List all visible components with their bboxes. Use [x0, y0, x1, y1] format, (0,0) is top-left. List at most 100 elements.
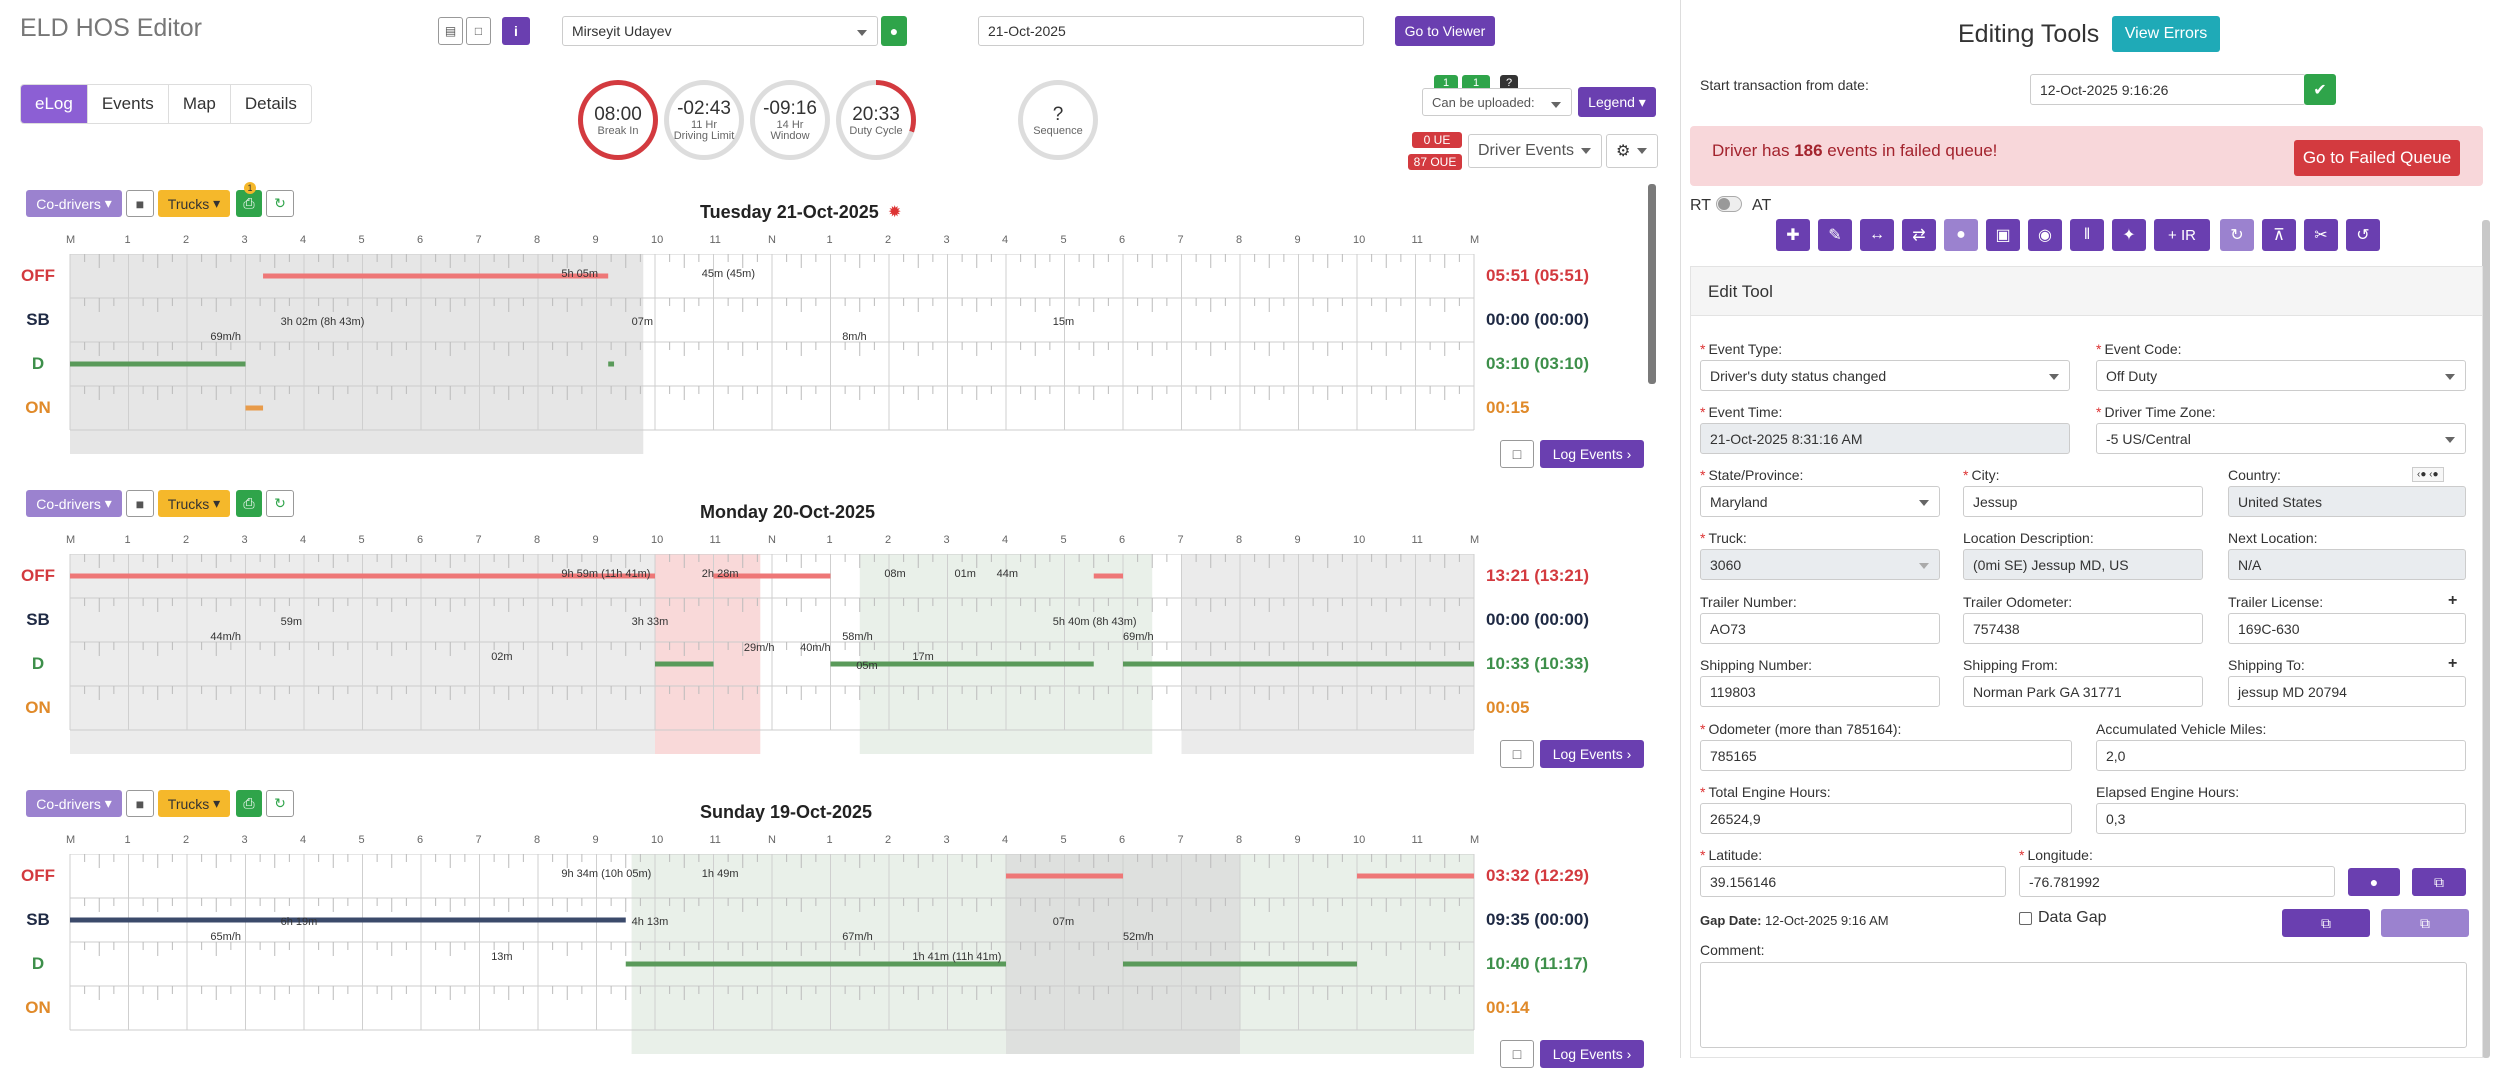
start-date-input[interactable]: 12-Oct-2025 9:16:26	[2030, 74, 2306, 105]
refresh-day-button[interactable]: ↻	[266, 790, 294, 817]
row-total: 13:21 (13:21)	[1486, 566, 1590, 585]
log-events-button[interactable]: Log Events ›	[1540, 440, 1644, 468]
driver-profile-button[interactable]: ●	[881, 16, 907, 46]
driver-select[interactable]: Mirseyit Udayev	[562, 16, 878, 46]
duty-grid[interactable]	[68, 554, 1478, 754]
elapsed-engine-hours-input[interactable]: 0,3	[2096, 803, 2466, 834]
codrivers-button[interactable]: Co-drivers ▾	[26, 190, 122, 217]
add-trailer-icon[interactable]: +	[2448, 592, 2458, 609]
settings-select[interactable]: ⚙	[1606, 134, 1658, 168]
delete-button[interactable]: ▣	[1986, 219, 2020, 251]
event-type-select[interactable]: Driver's duty status changed	[1700, 360, 2070, 391]
trailer-number-input[interactable]: AO73	[1700, 613, 1940, 644]
tab-details[interactable]: Details	[229, 85, 311, 123]
tab-map[interactable]: Map	[167, 85, 230, 123]
history-button[interactable]: ↺	[2346, 219, 2380, 251]
refresh-button[interactable]: ↻	[2220, 219, 2254, 251]
cut-button[interactable]: ✂	[2304, 219, 2338, 251]
codrivers-button[interactable]: Co-drivers ▾	[26, 790, 122, 817]
confirm-start-date-button[interactable]: ✔	[2304, 74, 2336, 105]
legend-button[interactable]: Legend ▾	[1578, 87, 1656, 117]
comment-textarea[interactable]	[1700, 962, 2467, 1048]
odometer-input[interactable]: 785165	[1700, 740, 2072, 771]
event-code-select[interactable]: Off Duty	[2096, 360, 2466, 391]
tab-elog[interactable]: eLog	[21, 85, 87, 123]
accumulated-miles-input[interactable]: 2,0	[2096, 740, 2466, 771]
trailer-odometer-input[interactable]: 757438	[1963, 613, 2203, 644]
duty-grid[interactable]	[68, 854, 1478, 1054]
data-gap-checkbox[interactable]	[2019, 912, 2032, 925]
refresh-day-button[interactable]: ↻	[266, 190, 294, 217]
trucks-button[interactable]: Trucks ▾	[158, 490, 230, 517]
hour-tick-label: 4	[300, 234, 307, 246]
paste-button[interactable]: ⧉	[2381, 909, 2469, 937]
latitude-input[interactable]: 39.156146	[1700, 866, 2006, 897]
shipping-from-input[interactable]: Norman Park GA 31771	[1963, 676, 2203, 707]
location-description-input[interactable]: (0mi SE) Jessup MD, US	[1963, 549, 2203, 580]
print-button[interactable]: ⎙	[236, 490, 262, 517]
truck-icon-button[interactable]: ■	[126, 190, 154, 217]
duty-note: 1h 41m (11h 41m)	[912, 950, 1002, 963]
log-events-button[interactable]: Log Events ›	[1540, 1040, 1644, 1068]
go-to-viewer-button[interactable]: Go to Viewer	[1395, 16, 1495, 46]
trucks-button[interactable]: Trucks ▾	[158, 190, 230, 217]
comment-button[interactable]: □	[1500, 440, 1534, 468]
date-input[interactable]: 21-Oct-2025	[978, 16, 1364, 46]
view-errors-button[interactable]: View Errors	[2112, 16, 2220, 52]
magic-wand-button[interactable]: ✦	[2112, 219, 2146, 251]
group-button[interactable]: ◉	[2028, 219, 2062, 251]
trucks-button[interactable]: Trucks ▾	[158, 790, 230, 817]
location-pin-icons[interactable]: ‹● ‹●	[2412, 467, 2444, 482]
codrivers-button[interactable]: Co-drivers ▾	[26, 490, 122, 517]
odometer-label: * Odometer (more than 785164):	[1700, 721, 1902, 737]
truck-select[interactable]: 3060	[1700, 549, 1940, 580]
refresh-day-button[interactable]: ↻	[266, 490, 294, 517]
gauge-3: 20:33 Duty Cycle	[836, 80, 916, 160]
print-button[interactable]: ⎙	[236, 190, 262, 217]
driver-events-select[interactable]: Driver Events	[1468, 134, 1602, 168]
info-button[interactable]: i	[502, 17, 530, 45]
total-engine-hours-input[interactable]: 26524,9	[1700, 803, 2072, 834]
log-events-button[interactable]: Log Events ›	[1540, 740, 1644, 768]
map-pin-button[interactable]: ●	[2348, 868, 2400, 896]
comment-button[interactable]: □	[1500, 740, 1534, 768]
event-time-input[interactable]: 21-Oct-2025 8:31:16 AM	[1700, 423, 2070, 454]
document-icon[interactable]: ▤	[438, 17, 463, 45]
event-time-label: * Event Time:	[1700, 404, 1783, 420]
user-button[interactable]: ●	[1944, 219, 1978, 251]
longitude-input[interactable]: -76.781992	[2019, 866, 2335, 897]
truck-icon-button[interactable]: ■	[126, 790, 154, 817]
city-input[interactable]: Jessup	[1963, 486, 2203, 517]
state-select[interactable]: Maryland	[1700, 486, 1940, 517]
comment-button[interactable]: □	[1500, 1040, 1534, 1068]
event-code-label: * Event Code:	[2096, 341, 2182, 357]
panel-scrollbar[interactable]	[2482, 220, 2490, 1058]
can-be-uploaded-select[interactable]: Can be uploaded:	[1422, 88, 1572, 116]
trailer-license-input[interactable]: 169C-630	[2228, 613, 2466, 644]
row-label-on: ON	[25, 698, 51, 717]
timeline-scrollbar[interactable]	[1648, 184, 1656, 384]
add-shipping-icon[interactable]: +	[2448, 655, 2458, 672]
truck-icon-button[interactable]: ■	[126, 490, 154, 517]
stretch-button[interactable]: ↔	[1860, 219, 1894, 251]
tab-events[interactable]: Events	[86, 85, 168, 123]
edit-pencil-button[interactable]: ✎	[1818, 219, 1852, 251]
print-button[interactable]: ⎙	[236, 790, 262, 817]
swap-button[interactable]: ⇄	[1902, 219, 1936, 251]
shipping-number-input[interactable]: 119803	[1700, 676, 1940, 707]
time-zone-select[interactable]: -5 US/Central	[2096, 423, 2466, 454]
columns-button[interactable]: ‖	[2070, 219, 2104, 251]
next-location-input[interactable]: N/A	[2228, 549, 2466, 580]
add-event-button[interactable]: ✚	[1776, 219, 1810, 251]
add-ir-button[interactable]: + IR	[2154, 219, 2210, 251]
duty-grid[interactable]	[68, 254, 1478, 454]
go-to-failed-queue-button[interactable]: Go to Failed Queue	[2294, 140, 2460, 176]
align-top-button[interactable]: ⊼	[2262, 219, 2296, 251]
shipping-to-input[interactable]: jessup MD 20794	[2228, 676, 2466, 707]
country-input[interactable]: United States	[2228, 486, 2466, 517]
rt-at-toggle[interactable]	[1716, 196, 1742, 212]
note-icon[interactable]: □	[466, 17, 491, 45]
copy-button[interactable]: ⧉	[2282, 909, 2370, 937]
hour-tick-label: 6	[417, 534, 424, 546]
copy-coords-button[interactable]: ⧉	[2412, 868, 2466, 896]
